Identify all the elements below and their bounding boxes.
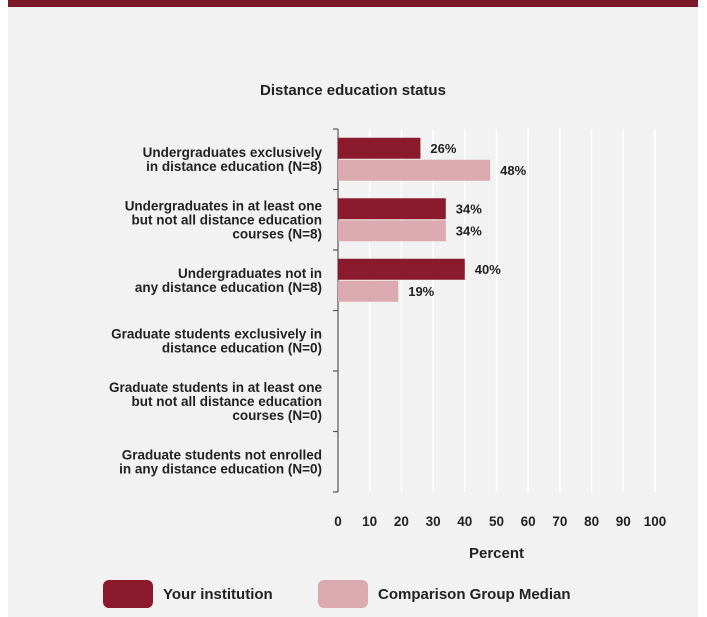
bar-chart: Undergraduates exclusively in distance ed… xyxy=(109,128,667,562)
category-label-line: in distance education (N=8) xyxy=(146,159,322,174)
category-label-line: Undergraduates not in xyxy=(178,266,322,281)
category-label-line: Graduate students exclusively in xyxy=(111,326,322,341)
legend-label-your-institution: Your institution xyxy=(163,585,273,603)
data-label: 19% xyxy=(408,284,434,299)
category-label-line: but not all distance education xyxy=(131,212,322,227)
category-label-line: Undergraduates in at least one xyxy=(125,198,323,213)
category-label-line: courses (N=8) xyxy=(232,226,322,241)
category-label-line: courses (N=0) xyxy=(232,408,322,423)
x-tick-label: 10 xyxy=(362,514,377,529)
category-label-line: in any distance education (N=0) xyxy=(119,461,322,476)
x-tick-label: 100 xyxy=(644,514,667,529)
legend-item-your-institution: Your institution xyxy=(103,580,273,608)
legend-item-comparison-group: Comparison Group Median xyxy=(318,580,571,608)
category-label-line: Graduate students not enrolled xyxy=(122,447,322,462)
category-label: Undergraduates not in any distance educat… xyxy=(135,266,322,295)
category-label: Graduate students not enrolled in any dis… xyxy=(119,447,322,476)
header-bar xyxy=(8,0,698,7)
chart-title: Distance education status xyxy=(260,82,446,99)
x-tick-label: 40 xyxy=(457,514,472,529)
category-label-line: any distance education (N=8) xyxy=(135,280,322,295)
legend-label-comparison-group: Comparison Group Median xyxy=(378,585,571,603)
x-tick-label: 50 xyxy=(489,514,504,529)
bar-comparison-group xyxy=(338,159,491,181)
category-label-line: distance education (N=0) xyxy=(162,340,322,355)
category-label: Graduate students in at least one but not… xyxy=(109,380,323,423)
bar-your-institution xyxy=(338,258,465,280)
category-label-line: Undergraduates exclusively xyxy=(143,145,323,160)
category-label: Undergraduates exclusively in distance ed… xyxy=(143,145,323,174)
category-label-line: Graduate students in at least one xyxy=(109,380,323,395)
x-tick-label: 80 xyxy=(584,514,599,529)
bar-your-institution xyxy=(338,137,421,159)
category-label: Undergraduates in at least one but not al… xyxy=(125,198,323,241)
x-tick-label: 90 xyxy=(616,514,631,529)
data-label: 48% xyxy=(500,163,526,178)
data-label: 34% xyxy=(456,223,482,238)
legend-swatch-comparison-group xyxy=(318,580,368,608)
legend: Your institution Comparison Group Median xyxy=(0,580,707,612)
data-label: 34% xyxy=(456,201,482,216)
x-axis-title: Percent xyxy=(469,545,524,562)
category-label: Graduate students exclusively in distance… xyxy=(111,326,322,355)
data-label: 40% xyxy=(475,262,501,277)
bar-comparison-group xyxy=(338,220,446,242)
x-tick-label: 60 xyxy=(521,514,536,529)
data-label: 26% xyxy=(430,141,456,156)
x-tick-label: 70 xyxy=(552,514,567,529)
x-tick-label: 30 xyxy=(426,514,441,529)
bar-comparison-group xyxy=(338,280,399,302)
bar-your-institution xyxy=(338,198,446,220)
x-tick-label: 20 xyxy=(394,514,409,529)
x-tick-label: 0 xyxy=(334,514,342,529)
category-label-line: but not all distance education xyxy=(131,394,322,409)
legend-swatch-your-institution xyxy=(103,580,153,608)
